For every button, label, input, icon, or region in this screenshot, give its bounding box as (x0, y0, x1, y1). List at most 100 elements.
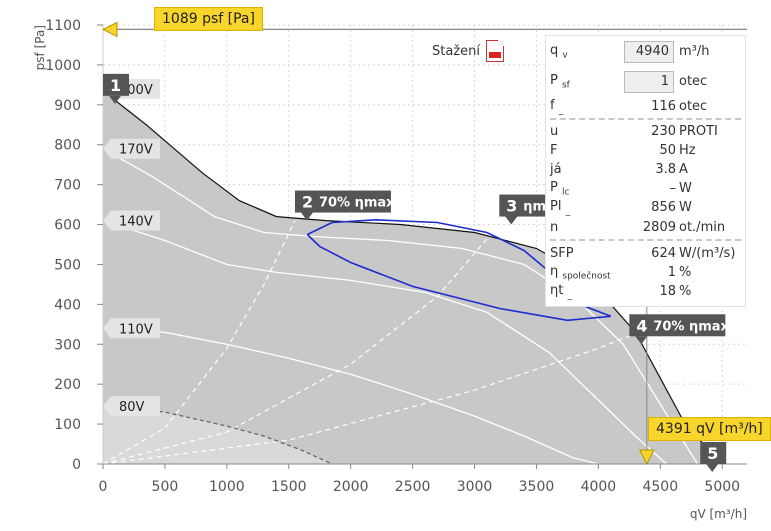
n-value: 2809 (642, 220, 676, 235)
I-unit: A (679, 162, 688, 177)
marker-pointer (635, 336, 648, 345)
sfp-unit: W/(m³/s) (679, 246, 736, 261)
y-tick-label: 300 (54, 337, 81, 353)
eta-sub: společnost (562, 271, 611, 282)
n-label: n (550, 220, 559, 235)
f-label: f (550, 97, 555, 113)
voltage-label-bg (103, 396, 160, 417)
f-unit: otec (679, 99, 708, 114)
row-I: já 3.8 A (550, 160, 741, 179)
y-tick-label: 600 (54, 218, 81, 234)
x-tick-label: 2500 (395, 479, 431, 495)
curve-marker: 5 (700, 442, 727, 472)
voltage-label-text: 110V (119, 322, 153, 337)
pressure-readout-badge[interactable]: 1089 psf [Pa] (154, 7, 263, 31)
row-n: n 2809 ot./min (550, 218, 741, 237)
qv-unit: m³/h (679, 44, 710, 59)
eta-value: 1 (667, 265, 676, 280)
y-tick-label: 100 (54, 417, 81, 433)
plc-value: – (669, 181, 677, 196)
sfp-value: 624 (651, 246, 676, 261)
voltage-curve (102, 327, 599, 465)
efficiency-curve (102, 224, 500, 465)
row-eta: η společnost 1 % (550, 263, 741, 282)
marker-pointer (706, 464, 719, 472)
x-tick-label: 1500 (271, 479, 307, 495)
x-tick-label: 4500 (642, 479, 678, 495)
y-tick-label: 500 (54, 257, 81, 273)
voltage-label-text: 80V (119, 400, 145, 415)
etat-sub: _ (567, 290, 572, 301)
x-tick-label: 2000 (333, 479, 369, 495)
voltage-label: 110V (103, 318, 160, 339)
marker-pointer (505, 216, 518, 225)
marker-pointer (300, 212, 313, 221)
plc-unit: W (679, 181, 692, 196)
pl-sub: _ (565, 206, 571, 217)
u-value: 230 (651, 124, 676, 139)
x-tick-label: 500 (152, 479, 179, 495)
y-tick-label: 700 (54, 178, 81, 194)
voltage-label-bg (103, 138, 160, 159)
qv-input[interactable]: 4940 (624, 41, 674, 63)
f-sub: _ (558, 105, 564, 116)
marker-number: 3 (506, 197, 517, 216)
marker-label: 70% ηmax (319, 196, 395, 211)
n-unit: ot./min (679, 220, 726, 235)
eta-label: η (550, 263, 559, 279)
y-tick-label: 900 (54, 98, 81, 114)
plc-sub: lc (561, 187, 570, 198)
F-value: 50 (659, 143, 676, 158)
flow-readout-badge[interactable]: 4391 qV [m³/h] (648, 417, 771, 441)
u-unit: PROTI (679, 124, 718, 139)
curve-marker: 2 70% ηmax (294, 190, 395, 221)
marker-box (700, 442, 727, 464)
marker-box (629, 314, 726, 337)
I-value: 3.8 (655, 162, 676, 177)
psf-label: P (550, 72, 558, 88)
y-tick-label: 1100 (45, 18, 81, 34)
marker-pointer (109, 95, 121, 104)
marker-box (103, 73, 129, 96)
y-tick-label: 0 (72, 457, 81, 473)
y-axis-title: psf [Pa] (33, 25, 47, 70)
y-tick-label: 1000 (45, 58, 81, 74)
x-tick-label: 3000 (457, 479, 493, 495)
voltage-label: 170V (103, 138, 160, 159)
marker-box (294, 190, 391, 213)
row-F: F 50 Hz (550, 141, 741, 160)
eta-unit: % (679, 265, 692, 280)
voltage-label-bg (103, 210, 160, 231)
pdf-icon (486, 40, 504, 62)
psf-input[interactable]: 1 (624, 71, 674, 93)
voltage-label: 140V (103, 210, 160, 231)
curve-marker: 1 (103, 73, 129, 104)
row-f: f _ 116 otec (550, 97, 741, 116)
voltage-label: 80V (103, 396, 160, 417)
voltage-curve (102, 148, 699, 465)
marker-number: 4 (636, 316, 647, 335)
voltage-label-text: 170V (119, 143, 153, 158)
plc-label: P (550, 179, 558, 195)
flow-handle (638, 449, 655, 466)
pdf-download-link[interactable]: Stažení (432, 40, 504, 62)
y-tick-label: 400 (54, 297, 81, 313)
marker-number: 5 (707, 444, 718, 463)
x-tick-label: 3500 (519, 479, 555, 495)
x-tick-label: 1000 (209, 479, 245, 495)
marker-label: 70% ηmax (653, 319, 729, 334)
separator (550, 118, 741, 120)
voltage-curve (102, 219, 667, 465)
qv-sub: v (562, 50, 568, 61)
curve-marker: 4 70% ηmax (629, 314, 730, 345)
etat-value: 18 (659, 284, 676, 299)
y-tick-label: 800 (54, 138, 81, 154)
row-u: u 230 PROTI (550, 122, 741, 141)
psf-unit: otec (679, 74, 708, 89)
u-label: u (550, 124, 559, 139)
etat-unit: % (679, 284, 692, 299)
F-label: F (550, 143, 558, 158)
x-tick-label: 4000 (581, 479, 617, 495)
x-axis-title: qV [m³/h] (690, 507, 747, 521)
pressure-handle (101, 21, 118, 38)
